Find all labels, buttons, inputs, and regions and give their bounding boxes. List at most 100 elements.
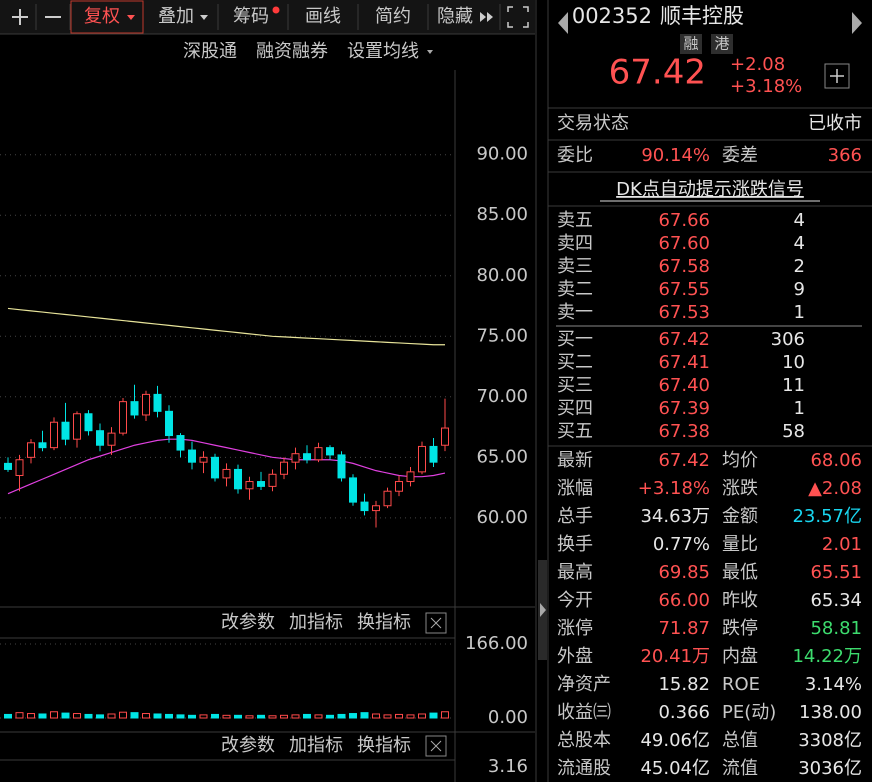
stat-value: 69.85 <box>658 562 710 583</box>
volume-bar <box>222 714 231 719</box>
book-volume: 306 <box>771 329 805 350</box>
book-label: 卖二 <box>557 279 593 300</box>
button[interactable]: 画线 <box>305 6 341 27</box>
book-label: 卖四 <box>557 233 593 254</box>
close-panel[interactable] <box>425 612 447 634</box>
book-volume: 58 <box>782 421 805 442</box>
volume-bar <box>349 713 357 719</box>
candle-body <box>429 445 438 463</box>
arrow <box>487 12 493 22</box>
candle-body <box>165 410 173 437</box>
candle-body <box>38 442 47 449</box>
panel-tool[interactable]: 换指标 <box>357 612 411 633</box>
panel-tool[interactable]: 改参数 <box>221 612 275 633</box>
stat-label: 总值 <box>722 730 758 751</box>
y-tick-label: 0.00 <box>488 707 528 728</box>
volume-bar <box>165 713 173 719</box>
volume-bar <box>50 711 58 719</box>
close-panel[interactable] <box>425 735 447 757</box>
book-label: 买二 <box>557 352 593 373</box>
link[interactable]: 深股通 <box>183 41 237 62</box>
dropdown-arrow <box>127 15 135 20</box>
stat-label: 跌停 <box>722 618 758 639</box>
zoom-in[interactable] <box>12 9 28 25</box>
notice-dot <box>272 6 280 14</box>
candle-body <box>349 477 357 503</box>
panel-tool[interactable]: 改参数 <box>221 735 275 756</box>
candle-body <box>176 435 185 451</box>
button[interactable]: 筹码 <box>233 6 269 27</box>
button[interactable]: 叠加 <box>158 6 194 27</box>
y-tick-label: 90.00 <box>476 144 528 165</box>
book-price: 67.55 <box>658 279 710 300</box>
stat-value: 45.04亿 <box>640 758 710 779</box>
stat-value: 58.81 <box>810 618 862 639</box>
volume-bar <box>61 712 70 719</box>
stock-code: 002352 <box>572 4 652 28</box>
volume-bar <box>38 713 47 719</box>
stat-value: 3308亿 <box>798 730 862 751</box>
book-label: 买五 <box>557 421 593 442</box>
value: 已收市 <box>808 113 862 134</box>
book-label: 买三 <box>557 375 593 396</box>
volume-bar <box>84 713 93 719</box>
prev-stock[interactable] <box>558 12 568 34</box>
y-tick-label: 65.00 <box>476 446 528 467</box>
stat-value: 20.41万 <box>640 646 710 667</box>
indicator-tick: 3.16 <box>488 756 528 777</box>
stat-label: 金额 <box>722 506 758 527</box>
button[interactable]: 复权 <box>84 6 120 27</box>
volume-bar <box>96 714 104 719</box>
link[interactable]: 设置均线 <box>347 41 419 62</box>
button[interactable]: 简约 <box>375 6 411 27</box>
stat-value: 65.51 <box>810 562 862 583</box>
link[interactable]: 融资融券 <box>256 41 328 62</box>
candle-body <box>314 447 323 461</box>
volume-bar <box>291 714 300 719</box>
button[interactable]: 隐藏 <box>437 6 473 27</box>
signal-link[interactable]: DK点自动提示涨跌信号 <box>616 179 804 200</box>
candle-body <box>418 445 426 473</box>
volume-bar <box>27 713 35 719</box>
candle-body <box>50 421 58 449</box>
next-stock[interactable] <box>852 12 862 34</box>
volume-bar <box>326 714 334 719</box>
panel-tool[interactable]: 加指标 <box>289 612 343 633</box>
candle-body <box>303 453 311 461</box>
y-tick-label: 60.00 <box>476 507 528 528</box>
book-price: 67.53 <box>658 302 710 323</box>
volume-bar <box>245 715 254 719</box>
book-price: 67.42 <box>658 329 710 350</box>
candle-body <box>27 442 35 458</box>
volume-bar <box>107 713 116 719</box>
volume-bar <box>429 712 438 719</box>
candle-body <box>234 468 242 490</box>
book-volume: 11 <box>782 375 805 396</box>
volume-bar <box>360 712 369 719</box>
y-tick-label: 85.00 <box>476 204 528 225</box>
stat-value: 68.06 <box>810 450 862 471</box>
candle-body <box>360 501 369 512</box>
stat-value: 138.00 <box>799 702 862 723</box>
badge <box>711 34 733 54</box>
stat-label: 外盘 <box>557 646 593 667</box>
fullscreen[interactable] <box>507 6 529 28</box>
stat-value: 2.01 <box>822 534 862 555</box>
panel-tool[interactable]: 换指标 <box>357 735 411 756</box>
label: 交易状态 <box>557 113 629 134</box>
volume-bar <box>406 714 415 719</box>
stat-label: 昨收 <box>722 590 758 611</box>
stock-name: 顺丰控股 <box>660 4 744 28</box>
add-watchlist[interactable] <box>824 63 850 89</box>
panel-tool[interactable]: 加指标 <box>289 735 343 756</box>
stat-label: 内盘 <box>722 646 758 667</box>
stat-value: 49.06亿 <box>640 730 710 751</box>
price: 67.42 <box>609 53 706 93</box>
volume-bar <box>73 713 81 719</box>
dropdown-arrow <box>200 15 208 20</box>
candle-body <box>395 481 403 492</box>
candle-body <box>441 427 449 446</box>
stat-value: 14.22万 <box>792 646 862 667</box>
